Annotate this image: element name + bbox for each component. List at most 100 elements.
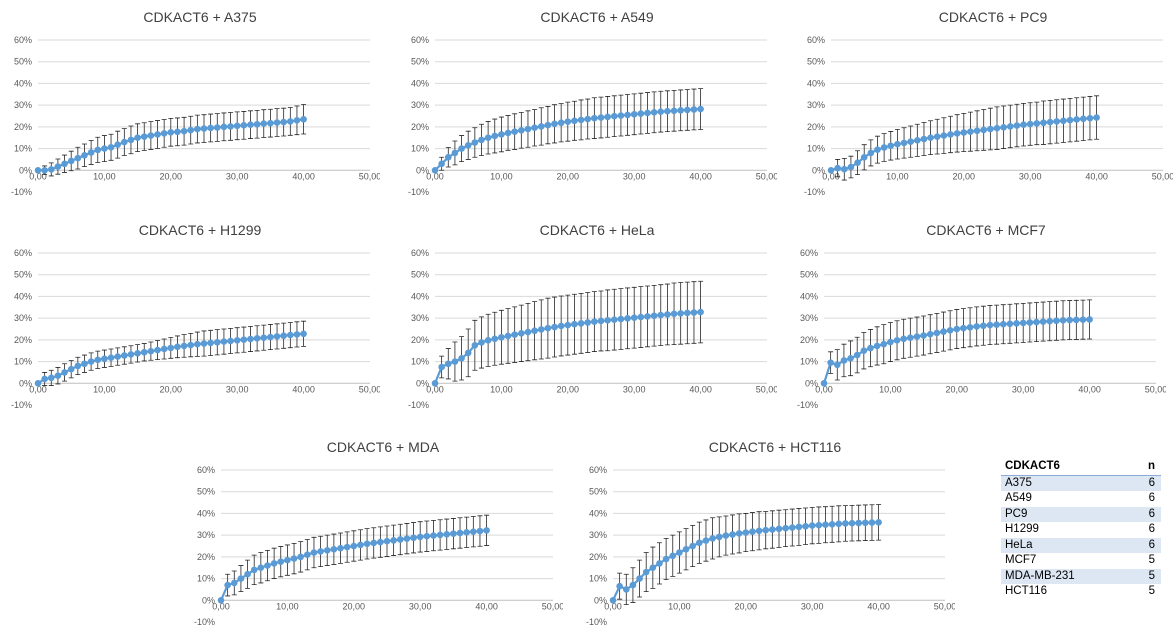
data-point <box>471 139 479 146</box>
y-tick-label: -10% <box>804 187 825 197</box>
data-point <box>237 575 245 582</box>
data-point <box>860 347 868 355</box>
table-row: MCF7 5 <box>1001 553 1161 569</box>
chart-panel-hct116: CDKACT6 + HCT116 -10% 0% 10% 20% 30% 40% 50% 60%… <box>575 430 955 640</box>
data-point <box>855 519 862 527</box>
data-point <box>1040 119 1047 127</box>
data-point <box>820 379 828 387</box>
data-point <box>483 527 490 534</box>
data-point <box>577 320 585 327</box>
data-point <box>257 564 265 572</box>
data-point <box>986 321 994 329</box>
x-tick-label: 20,00 <box>343 601 366 611</box>
y-tick-label: 40% <box>807 78 825 88</box>
data-point <box>749 528 756 535</box>
data-point <box>637 313 645 321</box>
data-point <box>847 163 855 171</box>
data-point <box>644 109 651 117</box>
data-point <box>41 375 48 383</box>
data-point <box>511 331 518 338</box>
data-point <box>491 335 499 343</box>
data-point <box>478 136 485 144</box>
data-point <box>290 555 298 562</box>
data-point <box>868 519 876 526</box>
y-tick-label: 60% <box>411 248 429 258</box>
data-point <box>735 530 743 537</box>
data-point <box>664 107 671 115</box>
data-point <box>217 596 225 604</box>
data-point <box>1080 115 1087 123</box>
data-point <box>1059 317 1067 324</box>
data-point <box>304 551 311 558</box>
data-point <box>670 107 678 115</box>
data-point <box>577 116 585 124</box>
data-point <box>213 338 221 346</box>
chart-svg: CDKACT6 + HeLa -10% 0% 10% 20% 30% 40% 50% 60% 0,… <box>408 222 777 410</box>
data-point <box>81 360 88 368</box>
data-point <box>610 316 618 323</box>
data-point <box>1006 320 1014 328</box>
table-row: HeLa 6 <box>1001 537 1161 553</box>
data-point <box>782 524 789 532</box>
data-point <box>808 522 816 529</box>
y-tick-label: 10% <box>807 144 825 154</box>
chart-title: CDKACT6 + PC9 <box>939 9 1048 25</box>
data-point <box>250 566 258 574</box>
data-point <box>940 328 947 335</box>
y-tick-label: 0% <box>805 378 818 388</box>
data-point <box>833 361 841 369</box>
data-point <box>180 342 188 350</box>
data-point <box>973 323 981 330</box>
data-point <box>933 329 941 337</box>
x-tick-label: 10,00 <box>490 171 513 181</box>
y-tick-label: 20% <box>14 335 32 345</box>
data-point <box>1066 316 1073 324</box>
table-row: A375 6 <box>1001 475 1161 491</box>
data-point <box>524 328 532 336</box>
data-point <box>337 544 344 552</box>
x-tick-label: 10,00 <box>668 601 691 611</box>
data-point <box>121 352 128 359</box>
data-point <box>960 324 967 332</box>
data-point <box>617 315 625 323</box>
data-point <box>947 131 954 138</box>
data-point <box>194 340 201 348</box>
data-point <box>464 142 472 149</box>
x-tick-label: 50,00 <box>359 171 380 181</box>
x-tick-label: 40,00 <box>292 384 315 394</box>
data-point <box>926 330 934 338</box>
y-tick-label: 50% <box>14 270 32 280</box>
table-row: PC9 6 <box>1001 506 1161 522</box>
y-tick-label: 20% <box>197 552 215 562</box>
data-point <box>853 351 861 359</box>
x-tick-label: 20,00 <box>557 171 580 181</box>
x-tick-label: 20,00 <box>946 384 969 394</box>
y-tick-label: 0% <box>202 595 215 605</box>
data-point <box>451 149 459 157</box>
y-tick-label: 20% <box>807 122 825 132</box>
data-point <box>134 134 141 142</box>
x-tick-label: 0,00 <box>822 171 840 181</box>
y-tick-label: 10% <box>14 144 32 154</box>
data-point <box>993 321 1000 328</box>
x-tick-label: 40,00 <box>1085 171 1108 181</box>
data-point <box>697 105 704 113</box>
data-point <box>696 539 703 547</box>
data-point <box>267 119 274 127</box>
y-tick-label: 10% <box>411 144 429 154</box>
data-point <box>873 342 881 350</box>
data-point <box>377 538 384 546</box>
chart-svg: CDKACT6 + A375 -10% 0% 10% 20% 30% 40% 50% 60% 0,… <box>11 9 380 197</box>
data-point <box>450 530 457 537</box>
data-point <box>677 310 684 317</box>
table-cell-label: A549 <box>1005 492 1032 504</box>
chart-panel-h1299: CDKACT6 + H1299 -10% 0% 10% 20% 30% 40% 50% 60% 0… <box>0 213 380 423</box>
data-point <box>597 114 605 121</box>
table-row: HCT116 5 <box>1001 584 1161 600</box>
chart-title: CDKACT6 + A549 <box>540 9 653 25</box>
data-point <box>127 136 135 144</box>
data-point <box>160 345 168 353</box>
chart-panel-pc9: CDKACT6 + PC9 -10% 0% 10% 20% 30% 40% 50% 60% 0,0… <box>793 0 1173 210</box>
data-point <box>451 358 459 365</box>
data-point <box>795 523 803 531</box>
